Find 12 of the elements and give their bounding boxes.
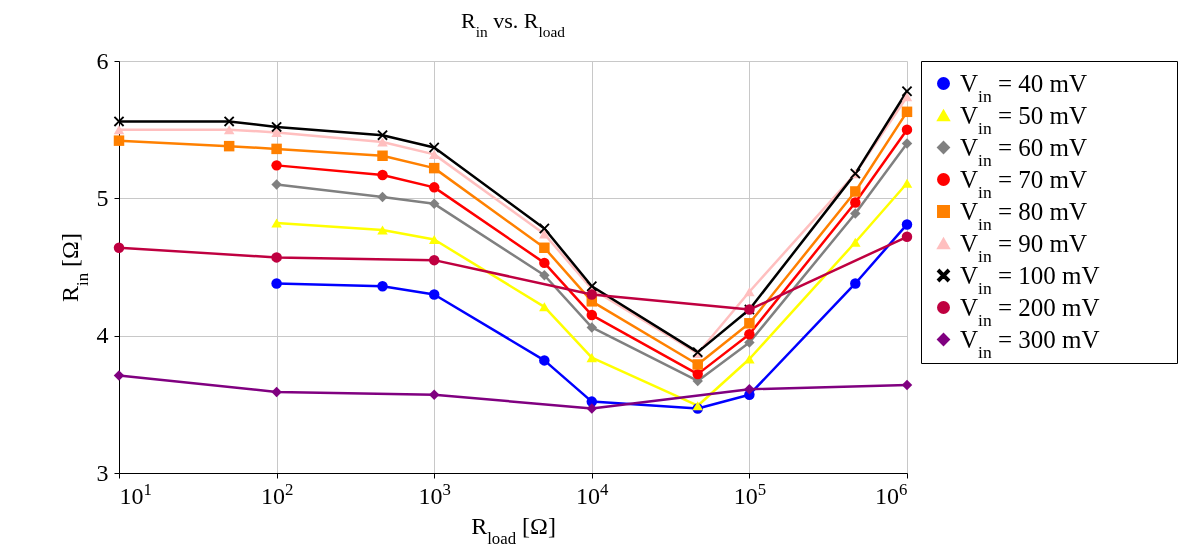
x-tick-label: 10$^{2}$ (260, 479, 294, 509)
x-tick-label: 10$^{6}$ (875, 479, 908, 509)
x-tick-label: 10$^{3}$ (418, 479, 451, 509)
x-tick-label: 10$^{5}$ (733, 479, 767, 509)
x-axis-title: R$_{load}$ [Ω] (471, 512, 556, 547)
x-tick-label: 10$^{4}$ (576, 479, 610, 509)
chart-title: R$_{in}$ vs. R$_{load}$ (461, 8, 566, 40)
y-tick-label: 5 (96, 184, 109, 211)
y-tick-label: 4 (96, 322, 109, 349)
x-tick-label: 10$^{1}$ (119, 479, 152, 509)
y-tick-label: 6 (96, 47, 109, 74)
y-tick-label: 3 (96, 459, 109, 486)
